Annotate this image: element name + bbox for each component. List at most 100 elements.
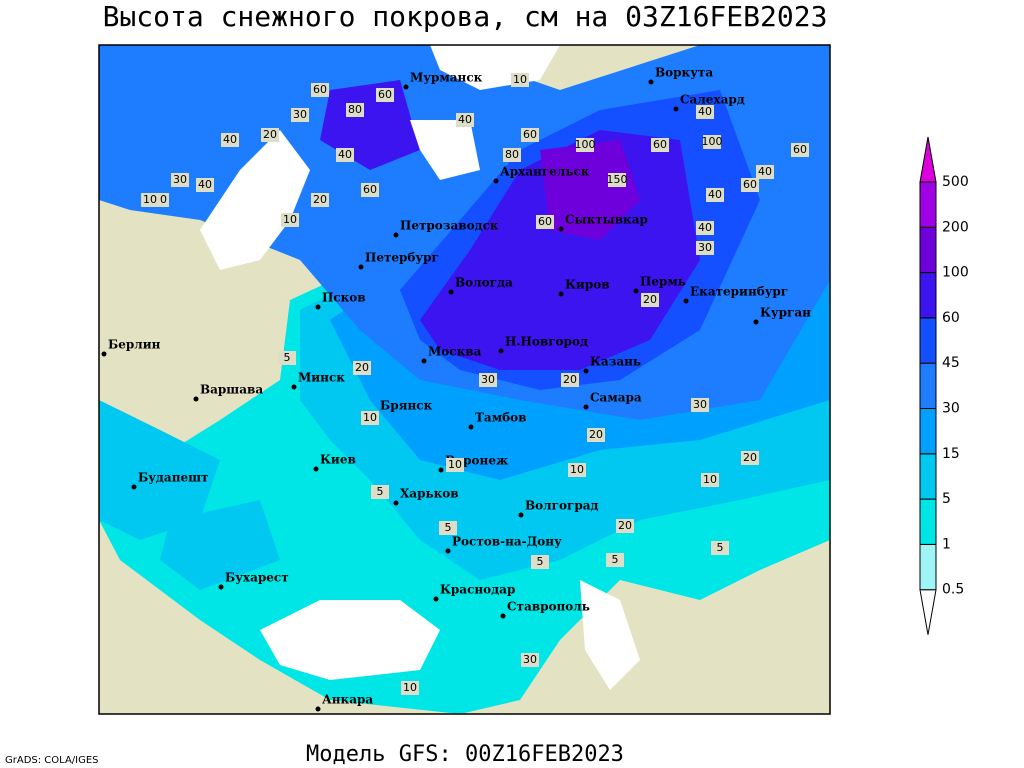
city-label: Москва (428, 345, 482, 359)
contour-label-bg (479, 373, 497, 387)
contour-label-bg (741, 178, 759, 192)
contour-label: 40 (198, 178, 212, 191)
contour-label: 10 (570, 463, 584, 476)
contour-label-bg (281, 213, 299, 227)
city-label: Будапешт (138, 471, 208, 485)
contour-label-bg (561, 373, 579, 387)
contour-label-bg (171, 173, 189, 187)
title: Высота снежного покрова, см на 03Z16FEB2… (103, 0, 828, 33)
colorbar-segment (919, 543, 937, 591)
contour-label: 60 (523, 128, 537, 141)
contour-label: 20 (589, 428, 603, 441)
contour-label-bg (606, 553, 624, 567)
contour-label-bg (756, 165, 774, 179)
contour-label: 20 (618, 519, 632, 532)
colorbar-max-triangle (919, 136, 937, 183)
credit: GrADS: COLA/IGES (5, 755, 99, 766)
city-label: Вологда (455, 276, 513, 290)
contour-label-bg (696, 241, 714, 255)
contour-label-bg (531, 555, 549, 569)
contour-label-bg (446, 458, 464, 472)
colorbar-label: 5 (942, 491, 951, 507)
city-label: Анкара (322, 693, 373, 707)
contour-label-bg (371, 485, 389, 499)
contour-label-bg (791, 143, 809, 157)
city-dot (393, 232, 399, 238)
city-label: Екатеринбург (690, 285, 788, 299)
city-label: Сыктывкар (565, 213, 648, 227)
city-dot (468, 424, 474, 430)
city-label: Краснодар (440, 583, 515, 597)
city-dot (421, 358, 427, 364)
contour-label: 30 (693, 398, 707, 411)
contour-label: 100 (702, 135, 723, 148)
colorbar-min-triangle (919, 589, 937, 635)
city-label: Ставрополь (507, 600, 590, 614)
contour-label: 100 (575, 138, 596, 151)
contour-label-bg (141, 193, 159, 207)
contour-label: 40 (338, 148, 352, 161)
contour-label: 5 (445, 521, 452, 534)
contour-label: 10 (703, 473, 717, 486)
city-dot (648, 79, 654, 85)
contour-label: 40 (223, 133, 237, 146)
contour-label: 40 (698, 105, 712, 118)
city-label: Киров (565, 278, 610, 292)
colorbar-label: 200 (942, 219, 969, 235)
contour-label: 20 (743, 451, 757, 464)
contour-label: 5 (612, 553, 619, 566)
contour-label-bg (456, 113, 474, 127)
contour-label-bg (511, 73, 529, 87)
city-dot (445, 548, 451, 554)
city-dot (583, 368, 589, 374)
contour-label: 40 (758, 165, 772, 178)
city-label: Псков (322, 291, 366, 305)
contour-label-bg (741, 451, 759, 465)
city-dot (558, 226, 564, 232)
city-dot (433, 596, 439, 602)
snow-60-kola (320, 80, 420, 170)
contour-label: 10 (363, 411, 377, 424)
contour-label: 10 (513, 73, 527, 86)
contour-label-bg (641, 293, 659, 307)
city-dot (633, 288, 639, 294)
colorbar-label: 60 (942, 310, 960, 326)
contour-label-bg (706, 188, 724, 202)
colorbar-segment (919, 498, 937, 545)
city-dot (448, 289, 454, 295)
city-label: Варшава (200, 383, 263, 397)
colorbar-segment (919, 362, 937, 410)
city-label: Волгоград (525, 499, 598, 513)
contour-label: 10 (283, 213, 297, 226)
snow-carpathians (99, 400, 280, 590)
contour-label: 20 (563, 373, 577, 386)
city-dot (315, 706, 321, 712)
contour-label: 60 (743, 178, 757, 191)
city-label: Бухарест (225, 571, 289, 585)
city-label: Мурманск (410, 71, 483, 85)
city-label: Салехард (680, 93, 745, 107)
contour-label: 60 (538, 215, 552, 228)
contour-label: 60 (378, 88, 392, 101)
city-label: Тамбов (475, 411, 526, 425)
contour-label-bg (691, 398, 709, 412)
city-dot (313, 466, 319, 472)
contour-label-bg (376, 88, 394, 102)
contour-label-bg (278, 351, 296, 365)
contour-label: 80 (505, 148, 519, 161)
contour-label: 30 (481, 373, 495, 386)
contour-label-bg (696, 105, 714, 119)
contour-label: 60 (363, 183, 377, 196)
contour-label-bg (587, 428, 605, 442)
city-dot (498, 348, 504, 354)
contour-label: 40 (458, 113, 472, 126)
snow-100 (540, 140, 640, 240)
contour-label-bg (608, 173, 626, 187)
contour-label-bg (616, 519, 634, 533)
city-dot (500, 613, 506, 619)
contour-label-bg (651, 138, 669, 152)
city-dot (193, 396, 199, 402)
baltic-sea (200, 130, 310, 270)
city-label: Берлин (108, 338, 161, 352)
